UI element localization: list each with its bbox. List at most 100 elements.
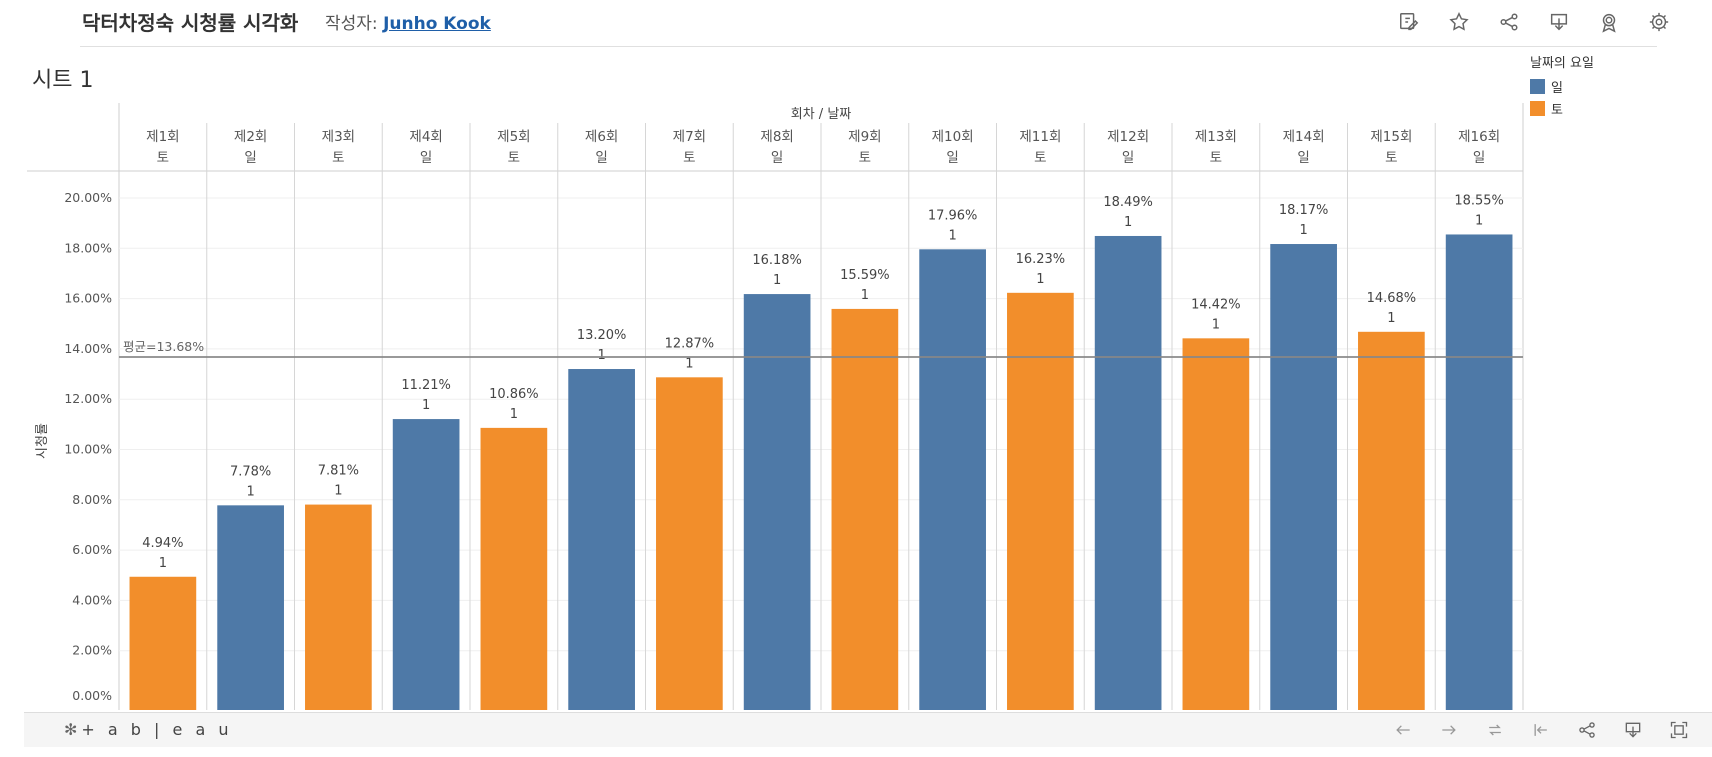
episode-label: 제8회 (760, 129, 793, 145)
undo-icon[interactable] (1390, 718, 1416, 742)
legend-label-sunday: 일 (1551, 80, 1563, 96)
settings-icon[interactable] (1644, 9, 1674, 35)
y-tick-label: 10.00% (64, 442, 112, 457)
y-tick-label: 12.00% (64, 391, 112, 406)
y-tick-label: 18.00% (64, 240, 112, 255)
day-label: 토 (332, 150, 344, 166)
footer-toolbar (1390, 718, 1692, 742)
episode-label: 제2회 (234, 129, 267, 145)
data-label-value: 4.94% (142, 536, 183, 551)
day-label: 토 (683, 150, 695, 166)
data-label-count: 1 (1387, 311, 1395, 326)
day-label: 토 (1210, 150, 1222, 166)
average-label: 평균=13.68% (123, 339, 204, 354)
header-divider (80, 46, 1657, 47)
legend-swatch-sunday (1530, 78, 1545, 94)
badge-icon[interactable] (1594, 9, 1624, 35)
legend-item-sunday[interactable]: 일 (1530, 75, 1594, 97)
tableau-logo-icon: ✻ (64, 720, 78, 739)
day-label: 일 (1122, 150, 1134, 166)
star-icon[interactable] (1444, 9, 1474, 35)
data-label-count: 1 (861, 288, 869, 303)
data-label-count: 1 (1299, 223, 1307, 238)
episode-label: 제14회 (1283, 129, 1325, 145)
episode-label: 제5회 (497, 129, 530, 145)
day-label: 토 (859, 150, 871, 166)
y-tick-label: 14.00% (64, 341, 112, 356)
data-label-count: 1 (948, 228, 956, 243)
bar (1182, 338, 1250, 710)
redo-icon[interactable] (1436, 718, 1462, 742)
fullscreen-icon[interactable] (1666, 718, 1692, 742)
data-label-count: 1 (510, 407, 518, 422)
legend-title: 날짜의 요일 (1530, 56, 1594, 71)
bar (1358, 331, 1425, 710)
episode-label: 제15회 (1370, 129, 1412, 145)
footer: ✻ + a b | e a u (0, 712, 1712, 757)
author-prefix: 작성자: (325, 14, 378, 34)
day-label: 일 (1297, 150, 1309, 166)
data-label-value: 14.42% (1191, 297, 1241, 312)
bar (392, 419, 460, 710)
bar (1445, 234, 1513, 710)
data-label-value: 7.81% (318, 464, 359, 479)
y-tick-label: 2.00% (72, 643, 112, 658)
y-tick-label: 4.00% (72, 592, 112, 607)
column-header-title: 회차 / 날짜 (791, 107, 852, 122)
share-icon[interactable] (1494, 9, 1524, 35)
top-toolbar (1394, 9, 1674, 35)
y-tick-label: 20.00% (64, 190, 112, 205)
bar (305, 504, 372, 710)
day-label: 일 (946, 150, 958, 166)
y-tick-label: 8.00% (72, 492, 112, 507)
data-label-count: 1 (1124, 215, 1132, 230)
data-label-value: 18.17% (1279, 203, 1329, 218)
episode-label: 제11회 (1019, 129, 1061, 145)
bar (217, 505, 284, 710)
episode-label: 제4회 (409, 129, 442, 145)
share-icon-footer[interactable] (1574, 718, 1600, 742)
data-label-value: 16.18% (752, 253, 802, 268)
data-label-value: 14.68% (1367, 291, 1417, 306)
revert-icon[interactable] (1482, 718, 1508, 742)
y-axis-title: 시청률 (35, 423, 50, 459)
data-label-value: 17.96% (928, 208, 978, 223)
download-icon[interactable] (1544, 9, 1574, 35)
data-label-value: 10.86% (489, 387, 539, 402)
bar (568, 369, 635, 710)
bar (1270, 244, 1337, 710)
legend-item-saturday[interactable]: 토 (1530, 97, 1594, 119)
episode-label: 제13회 (1195, 129, 1237, 145)
download-icon-footer[interactable] (1620, 718, 1646, 742)
day-label: 일 (771, 150, 783, 166)
reset-icon[interactable] (1528, 718, 1554, 742)
bar (480, 427, 548, 710)
episode-label: 제10회 (932, 129, 974, 145)
y-tick-label: 0.00% (72, 688, 112, 703)
data-label-value: 13.20% (577, 328, 627, 343)
data-label-count: 1 (597, 348, 605, 363)
episode-label: 제9회 (848, 129, 881, 145)
data-label-count: 1 (422, 398, 430, 413)
episode-label: 제12회 (1107, 129, 1149, 145)
bar (1007, 292, 1074, 710)
data-label-count: 1 (1475, 213, 1483, 228)
day-label: 일 (1473, 150, 1485, 166)
day-label: 토 (1385, 150, 1397, 166)
bar (129, 576, 197, 710)
edit-icon[interactable] (1394, 9, 1424, 35)
data-label-count: 1 (246, 484, 254, 499)
author-line: 작성자: Junho Kook (325, 9, 491, 34)
bar (1094, 235, 1162, 710)
data-label-count: 1 (159, 556, 167, 571)
data-label-value: 18.49% (1103, 195, 1153, 210)
data-label-value: 16.23% (1016, 252, 1066, 267)
data-label-count: 1 (1036, 272, 1044, 287)
bar (919, 249, 986, 710)
bar (743, 294, 811, 710)
day-label: 일 (595, 150, 607, 166)
author-link[interactable]: Junho Kook (383, 14, 491, 34)
y-tick-label: 16.00% (64, 291, 112, 306)
episode-label: 제3회 (322, 129, 355, 145)
tableau-logo[interactable]: ✻ + a b | e a u (64, 720, 232, 739)
